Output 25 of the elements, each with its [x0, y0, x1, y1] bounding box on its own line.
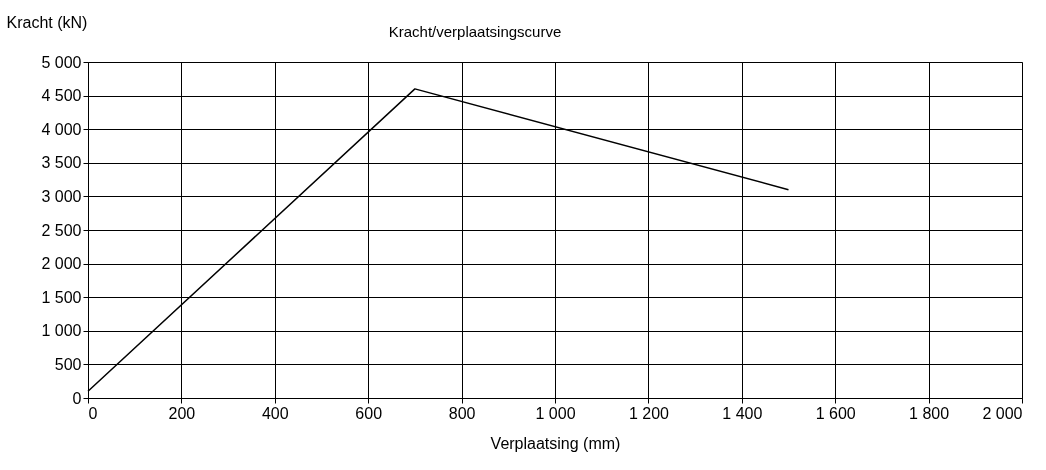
- x-axis-title: Verplaatsing (mm): [490, 434, 621, 452]
- x-tick-label: 600: [355, 404, 383, 422]
- y-tick-label: 2 000: [41, 255, 82, 273]
- y-tick-label: 1 000: [41, 322, 82, 340]
- chart-title: Kracht/verplaatsingscurve: [388, 23, 562, 40]
- y-tick-label: 5 000: [41, 53, 82, 71]
- y-tick-label: 0: [72, 389, 82, 407]
- x-tick-label: 1 600: [815, 404, 856, 422]
- x-tick-label: 400: [261, 404, 289, 422]
- y-tick-label: 4 000: [41, 120, 82, 138]
- x-tick-label: 1 800: [909, 404, 950, 422]
- y-tick-label: 3 500: [41, 154, 82, 172]
- x-tick-label: 2 000: [982, 404, 1023, 422]
- x-tick-label: 200: [168, 404, 196, 422]
- y-tick-label: 3 000: [41, 187, 82, 205]
- x-tick-label: 800: [448, 404, 476, 422]
- x-tick-label: 0: [88, 404, 98, 422]
- x-tick-label: 1 200: [628, 404, 670, 422]
- y-axis-title: Kracht (kN): [6, 13, 88, 31]
- x-tick-label: 1 400: [722, 404, 763, 422]
- x-tick-label: 1 000: [535, 404, 576, 422]
- y-tick-label: 500: [54, 355, 82, 373]
- y-tick-label: 2 500: [41, 221, 82, 239]
- y-tick-label: 1 500: [41, 288, 82, 306]
- y-tick-label: 4 500: [41, 87, 82, 105]
